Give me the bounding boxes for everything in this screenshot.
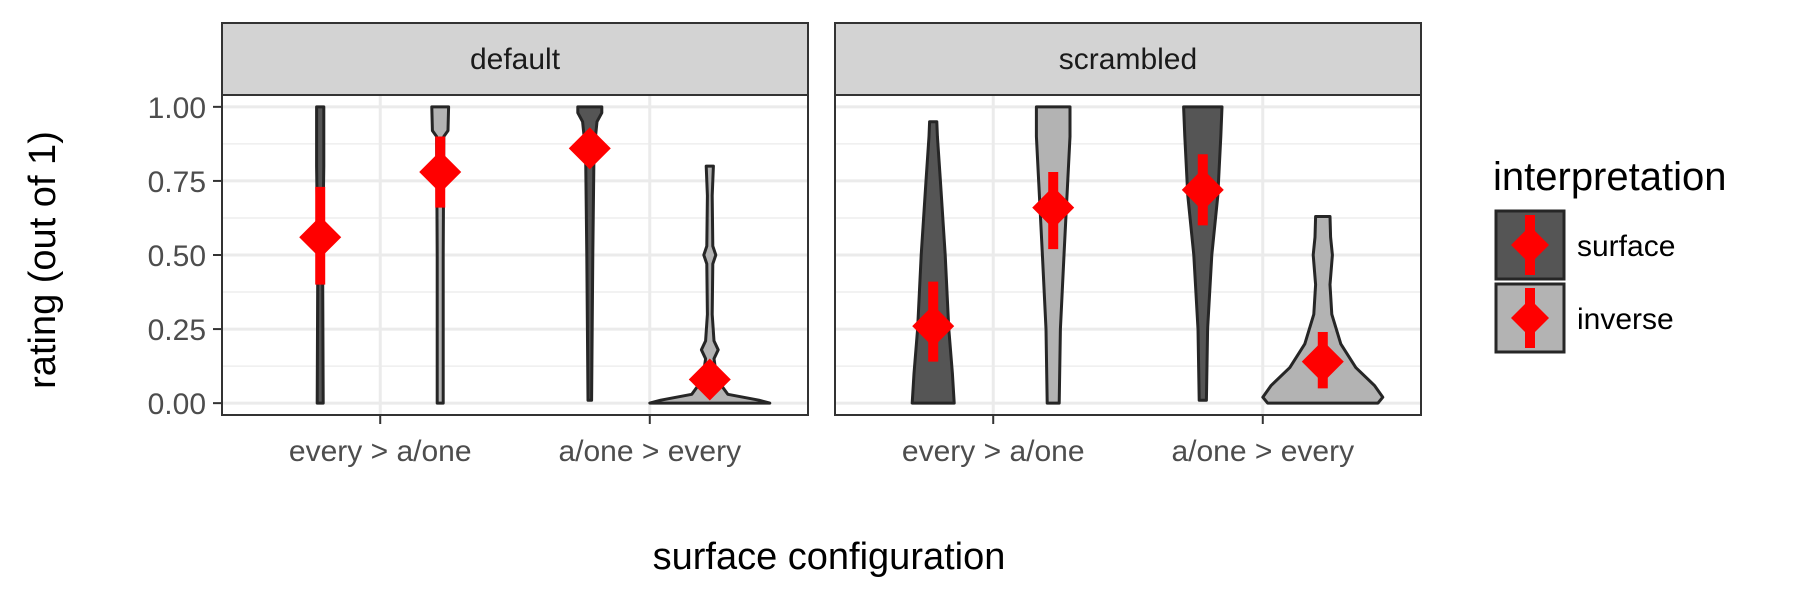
legend-key-inverse: inverse: [1494, 282, 1674, 354]
y-axis-title: rating (out of 1): [22, 131, 64, 389]
mean-marker: [568, 127, 611, 170]
violin-inverse: [1034, 105, 1072, 405]
panel-default: default every > a/one a/one > every 0.00 0.2…: [148, 22, 809, 468]
legend-key-surface: surface: [1494, 209, 1675, 281]
panel-scrambled: scrambled every > a/one a/one > every: [834, 22, 1422, 468]
mean-marker: [419, 151, 462, 194]
legend-title: interpretation: [1493, 155, 1726, 199]
mean-marker: [688, 358, 731, 401]
x-tick-label: a/one > every: [558, 435, 741, 468]
legend-mean-marker: [1511, 226, 1549, 264]
mean-marker: [912, 305, 955, 348]
legend-label: surface: [1577, 230, 1675, 263]
facet-label: default: [470, 43, 561, 76]
mean-marker: [1301, 340, 1344, 383]
facet-strip: [221, 22, 809, 96]
y-tick-label: 1.00: [148, 92, 206, 125]
x-tick-label: a/one > every: [1171, 435, 1354, 468]
y-tick-label: 0.75: [148, 166, 206, 199]
violin-inverse: [1261, 215, 1385, 405]
x-tick-label: every > a/one: [902, 435, 1085, 468]
x-axis-title: surface configuration: [653, 536, 1006, 578]
legend: interpretation surface inverse: [1493, 155, 1726, 354]
facet-label: scrambled: [1059, 43, 1197, 76]
y-tick-label: 0.50: [148, 240, 206, 273]
legend-label: inverse: [1577, 303, 1674, 336]
mean-marker: [299, 216, 342, 259]
legend-mean-marker: [1511, 299, 1549, 337]
y-tick-label: 0.25: [148, 314, 206, 347]
y-tick-label: 0.00: [148, 388, 206, 421]
x-tick-label: every > a/one: [289, 435, 472, 468]
facet-strip: [834, 22, 1422, 96]
mean-marker: [1181, 168, 1224, 211]
mean-marker: [1032, 186, 1075, 229]
